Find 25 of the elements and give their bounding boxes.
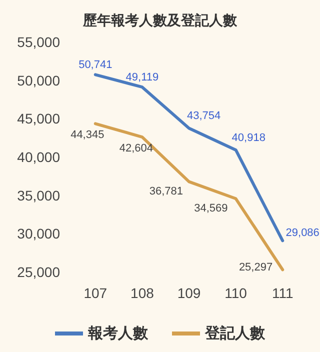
chart-title: 歷年報考人數及登記人數 bbox=[82, 12, 238, 28]
x-tick-label: 107 bbox=[84, 285, 108, 301]
y-tick-label: 30,000 bbox=[17, 226, 60, 242]
data-label: 34,569 bbox=[194, 202, 228, 215]
legend-label: 報考人數 bbox=[87, 325, 149, 342]
data-label: 40,918 bbox=[232, 132, 266, 144]
x-tick-label: 111 bbox=[272, 285, 294, 301]
data-label: 29,086 bbox=[286, 227, 320, 240]
data-label: 50,741 bbox=[78, 59, 112, 72]
x-tick-label: 108 bbox=[130, 285, 154, 301]
data-label: 43,754 bbox=[187, 110, 221, 122]
data-label: 44,345 bbox=[70, 129, 104, 142]
data-label: 36,781 bbox=[149, 186, 183, 198]
legend-label: 登記人數 bbox=[204, 325, 266, 342]
data-label: 49,119 bbox=[126, 72, 159, 84]
y-tick-label: 35,000 bbox=[17, 187, 60, 204]
y-tick-label: 40,000 bbox=[17, 149, 60, 165]
x-tick-label: 109 bbox=[177, 285, 201, 301]
x-tick-label: 110 bbox=[224, 285, 248, 301]
data-label: 42,604 bbox=[119, 142, 154, 155]
y-tick-label: 55,000 bbox=[17, 34, 60, 50]
y-tick-label: 25,000 bbox=[17, 264, 60, 280]
y-tick-label: 45,000 bbox=[17, 110, 60, 127]
y-tick-label: 50,000 bbox=[17, 72, 60, 88]
data-label: 25,297 bbox=[238, 262, 273, 274]
